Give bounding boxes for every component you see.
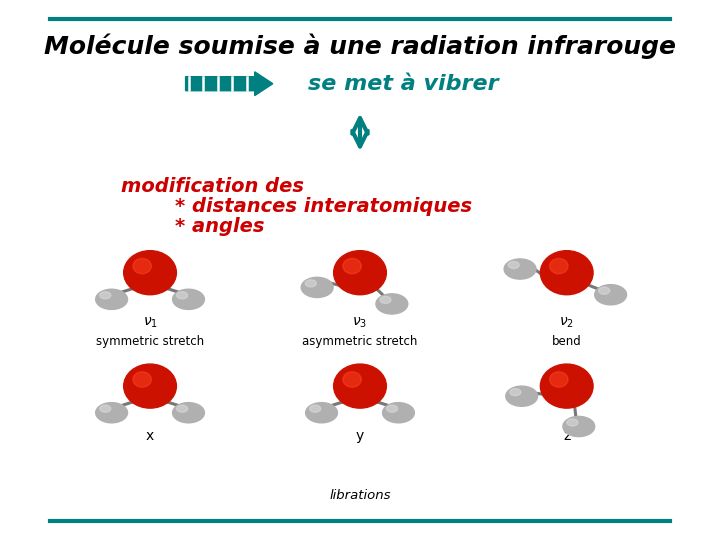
Text: * distances interatomiques: * distances interatomiques [121,197,472,216]
Text: asymmetric stretch: asymmetric stretch [302,335,418,348]
Circle shape [343,258,361,274]
Text: bend: bend [552,335,582,348]
Ellipse shape [176,405,188,412]
Ellipse shape [96,403,127,423]
Ellipse shape [508,261,519,268]
Ellipse shape [387,405,397,412]
Circle shape [333,364,387,408]
Text: $\nu_3$: $\nu_3$ [352,315,368,329]
Ellipse shape [595,285,626,305]
Circle shape [133,258,151,274]
Ellipse shape [310,405,321,412]
Circle shape [541,364,593,408]
Ellipse shape [96,289,127,309]
Ellipse shape [567,419,578,426]
Text: x: x [146,429,154,443]
Ellipse shape [504,259,536,279]
Circle shape [124,251,176,295]
Ellipse shape [173,403,204,423]
FancyArrow shape [186,72,273,96]
Text: symmetric stretch: symmetric stretch [96,335,204,348]
Text: Molécule soumise à une radiation infrarouge: Molécule soumise à une radiation infraro… [44,33,676,59]
Text: librations: librations [329,489,391,502]
Ellipse shape [510,389,521,396]
Circle shape [133,372,151,387]
Text: z: z [563,429,570,443]
Ellipse shape [173,289,204,309]
Ellipse shape [301,278,333,298]
Ellipse shape [380,296,391,303]
Circle shape [124,364,176,408]
Circle shape [343,372,361,387]
Ellipse shape [305,403,338,423]
Ellipse shape [505,386,538,406]
Text: y: y [356,429,364,443]
Ellipse shape [376,294,408,314]
Ellipse shape [99,292,111,299]
Text: modification des: modification des [121,177,304,196]
Circle shape [541,251,593,295]
Text: * angles: * angles [121,217,264,236]
Circle shape [549,372,568,387]
Text: $\nu_2$: $\nu_2$ [559,315,575,329]
Ellipse shape [599,287,610,294]
Ellipse shape [305,280,316,287]
Circle shape [549,258,568,274]
Text: $\nu_1$: $\nu_1$ [143,315,158,329]
Circle shape [333,251,387,295]
Ellipse shape [176,292,188,299]
Ellipse shape [99,405,111,412]
Ellipse shape [563,416,595,436]
Ellipse shape [382,403,415,423]
Text: se met à vibrer: se met à vibrer [308,73,499,94]
